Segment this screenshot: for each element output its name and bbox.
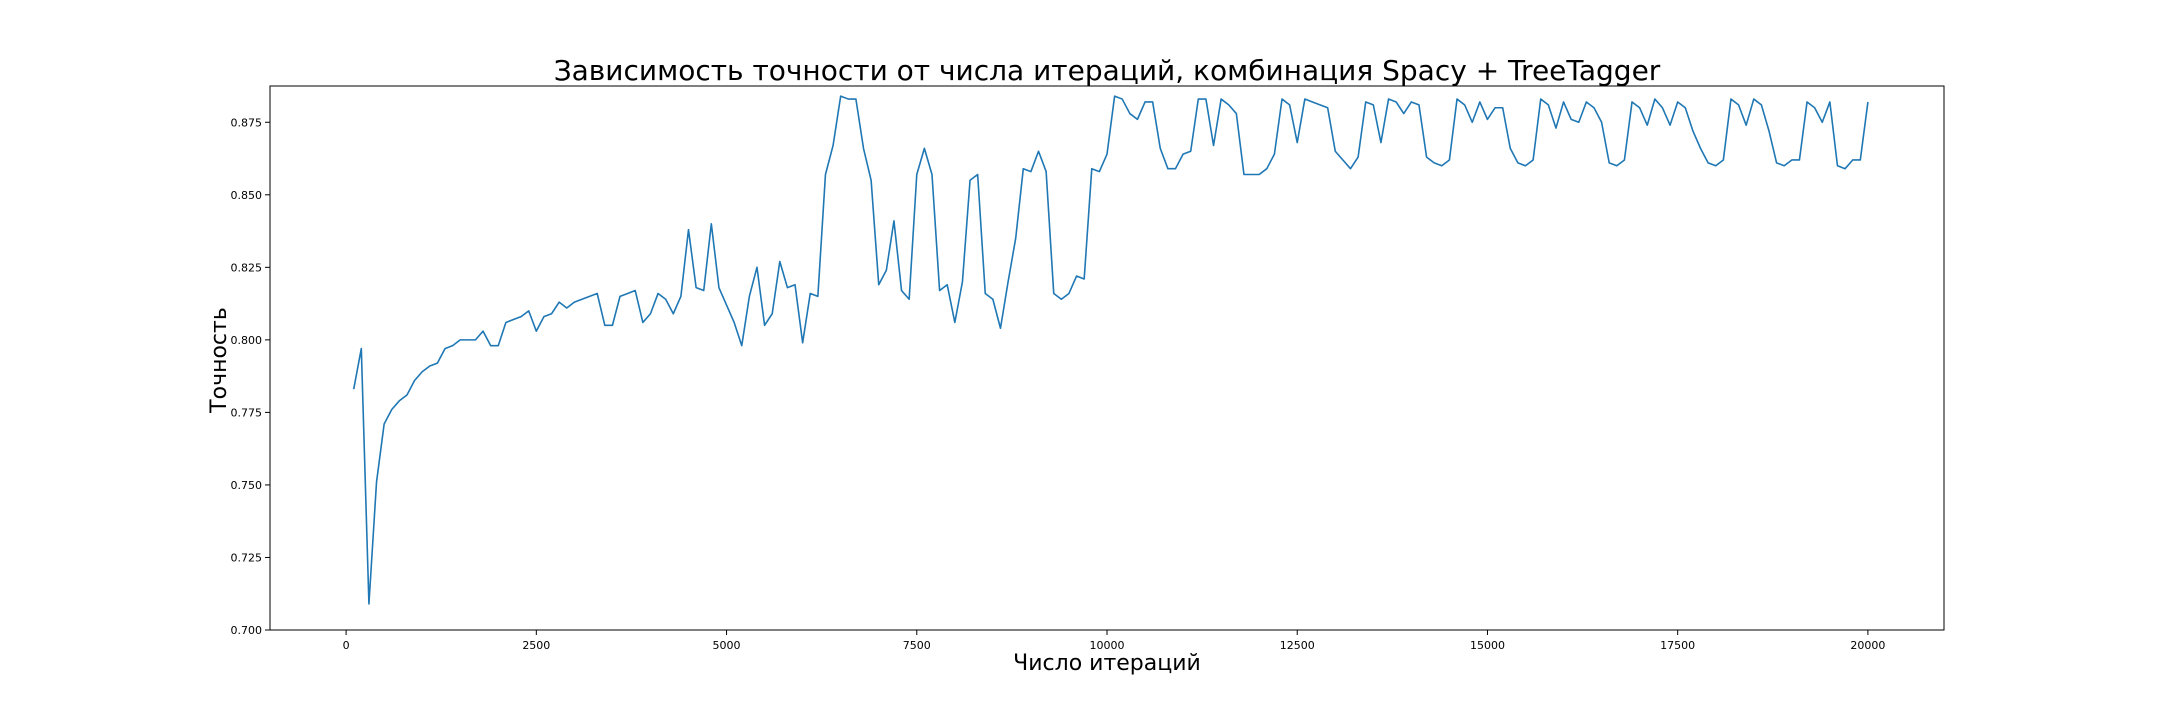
- x-tick-label: 5000: [713, 639, 741, 652]
- x-tick-label: 0: [343, 639, 350, 652]
- x-tick-label: 2500: [522, 639, 550, 652]
- y-tick-label: 0.825: [231, 261, 263, 274]
- chart-title: Зависимость точности от числа итераций, …: [554, 54, 1661, 87]
- x-tick-label: 17500: [1660, 639, 1695, 652]
- plot-frame: [269, 85, 1945, 631]
- y-tick-label: 0.850: [231, 189, 263, 202]
- x-axis-label: Число итераций: [1013, 651, 1201, 676]
- plot-area: 0 2500 5000 7500 10000 12500 15000 17500 20000 0.…: [231, 85, 1945, 652]
- x-tick-label: 10000: [1090, 639, 1125, 652]
- y-tick-label: 0.725: [231, 551, 263, 564]
- y-tick-label: 0.750: [231, 479, 263, 492]
- y-tick-label: 0.775: [231, 406, 263, 419]
- x-tick-label: 7500: [903, 639, 931, 652]
- x-tick-label: 15000: [1470, 639, 1505, 652]
- y-axis-label: Точность: [207, 307, 232, 414]
- y-tick-label: 0.700: [231, 624, 263, 637]
- x-tick-label: 12500: [1280, 639, 1315, 652]
- x-tick-label: 20000: [1850, 639, 1885, 652]
- y-tick-label: 0.800: [231, 334, 263, 347]
- series-line: [352, 95, 1869, 605]
- y-tick-label: 0.875: [231, 116, 263, 129]
